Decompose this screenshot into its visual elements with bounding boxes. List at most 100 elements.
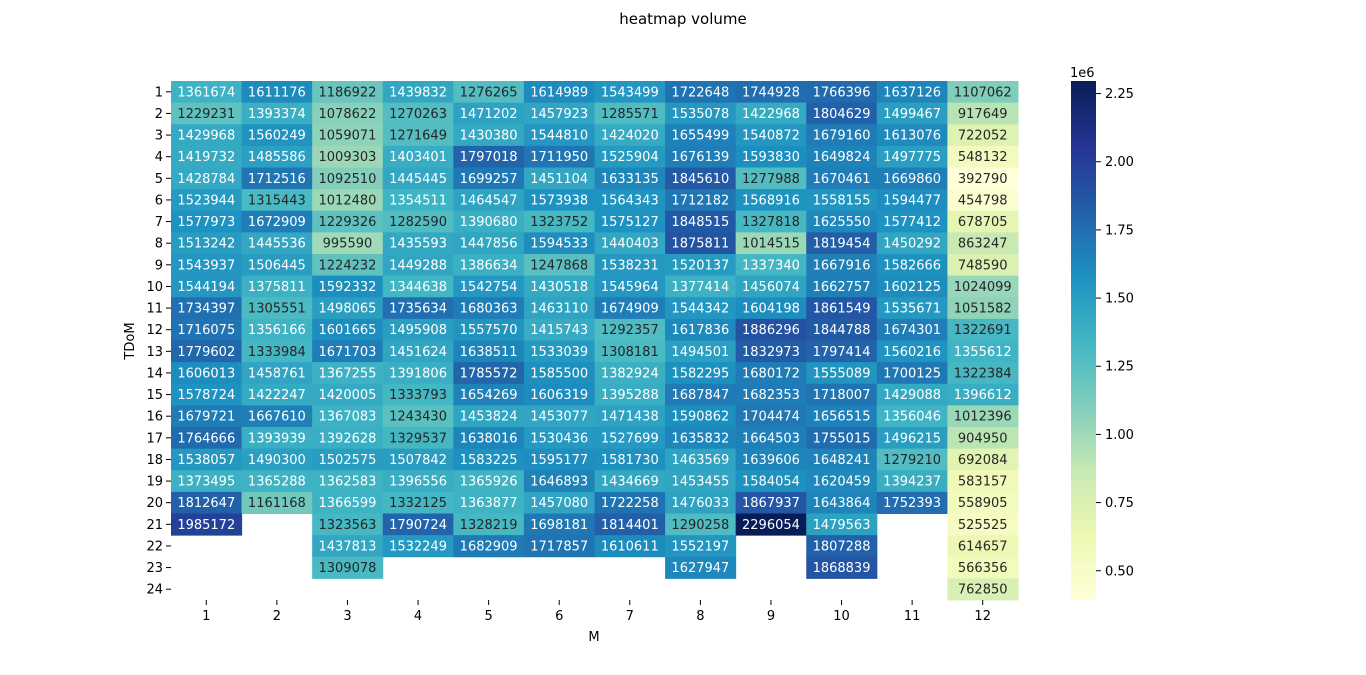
heatmap-cell [523,81,595,104]
cell-value-label: 1868839 [813,561,871,576]
heatmap-cell [523,318,595,341]
cell-value-label: 1861549 [813,302,871,317]
heatmap-cell [241,189,313,212]
heatmap-cell [594,405,666,428]
cell-value-label: 614657 [958,539,1008,554]
cell-value-label: 1485586 [248,150,306,165]
cell-value-label: 1496215 [883,431,941,446]
cell-value-label: 1328219 [460,518,518,533]
cell-value-label: 1613076 [883,129,941,144]
heatmap-cell [594,318,666,341]
heatmap-cell [947,340,1019,363]
heatmap-cell [665,297,737,320]
cell-value-label: 1361674 [177,85,235,100]
heatmap-cell [947,470,1019,493]
x-axis: 1 2 3 4 5 6 7 8 9 10 11 12 [202,600,991,624]
heatmap-cell [382,427,454,450]
heatmap-cells: 1361674 1611176 1186922 1439832 1276265 16149… [171,81,1019,601]
heatmap-cell [382,470,454,493]
heatmap-cell [382,297,454,320]
heatmap-cell [382,405,454,428]
y-tick-label: 12 [146,323,163,338]
cell-value-label: 1009303 [319,150,377,165]
heatmap-cell [594,297,666,320]
cell-value-label: 1664503 [742,431,800,446]
heatmap-cell [947,102,1019,125]
heatmap-cell [806,427,878,450]
cell-value-label: 1420005 [319,388,377,403]
heatmap-cell [171,275,243,298]
cell-value-label: 1396556 [389,475,447,490]
cell-value-label: 1506445 [248,258,306,273]
heatmap-cell [453,448,525,471]
cell-value-label: 1507842 [389,453,447,468]
heatmap-cell [735,232,807,255]
heatmap-cell [947,318,1019,341]
heatmap-cell [594,167,666,190]
cell-value-label: 1785572 [460,366,518,381]
heatmap-cell [312,362,384,385]
heatmap-cell [806,513,878,536]
heatmap-cell [806,124,878,147]
cell-value-label: 1305551 [248,302,306,317]
cell-value-label: 1453455 [671,475,729,490]
colorbar-tick-label: 2.25 [1105,87,1134,102]
cell-value-label: 1582666 [883,258,941,273]
cell-value-label: 1024099 [954,280,1012,295]
cell-value-label: 1396612 [954,388,1012,403]
heatmap-cell [806,167,878,190]
cell-value-label: 1544342 [671,302,729,317]
cell-value-label: 1532249 [389,539,447,554]
heatmap-cell [665,405,737,428]
cell-value-label: 1867937 [742,496,800,511]
cell-value-label: 1315443 [248,193,306,208]
heatmap-cell [171,297,243,320]
heatmap-cell [735,189,807,212]
heatmap-cell [241,427,313,450]
cell-value-label: 1544810 [530,129,588,144]
cell-value-label: 1718007 [813,388,871,403]
heatmap-cell [523,275,595,298]
heatmap-cell [665,556,737,579]
x-tick-label: 4 [414,609,422,624]
heatmap-cell [453,297,525,320]
heatmap-cell [665,383,737,406]
cell-value-label: 1535671 [883,302,941,317]
heatmap-cell [171,513,243,536]
heatmap-cell [241,383,313,406]
cell-value-label: 1366599 [319,496,377,511]
cell-value-label: 1078622 [319,107,377,122]
cell-value-label: 1583225 [460,453,518,468]
cell-value-label: 1403401 [389,150,447,165]
heatmap-cell [312,318,384,341]
heatmap-cell [735,470,807,493]
cell-value-label: 1439832 [389,85,447,100]
y-tick-label: 20 [146,496,163,511]
cell-value-label: 1333793 [389,388,447,403]
heatmap-cell [594,491,666,514]
heatmap-cell [171,427,243,450]
heatmap-cell [523,102,595,125]
cell-value-label: 1277988 [742,172,800,187]
heatmap-cell [312,383,384,406]
heatmap-cell [947,297,1019,320]
heatmap-cell [523,210,595,233]
cell-value-label: 1545964 [601,280,659,295]
heatmap-cell [876,275,948,298]
heatmap-cell [665,275,737,298]
heatmap-cell [735,405,807,428]
cell-value-label: 1449288 [389,258,447,273]
heatmap-cell [947,167,1019,190]
colorbar-tick-label: 2.00 [1105,155,1134,170]
heatmap-cell [594,535,666,558]
heatmap-cell [876,297,948,320]
heatmap-cell [523,254,595,277]
cell-value-label: 1271649 [389,129,447,144]
cell-value-label: 1764666 [177,431,235,446]
heatmap-cell [665,362,737,385]
heatmap-cell [382,318,454,341]
cell-value-label: 1322384 [954,366,1012,381]
heatmap-cell [312,145,384,168]
heatmap-cell [735,383,807,406]
heatmap-cell [947,383,1019,406]
